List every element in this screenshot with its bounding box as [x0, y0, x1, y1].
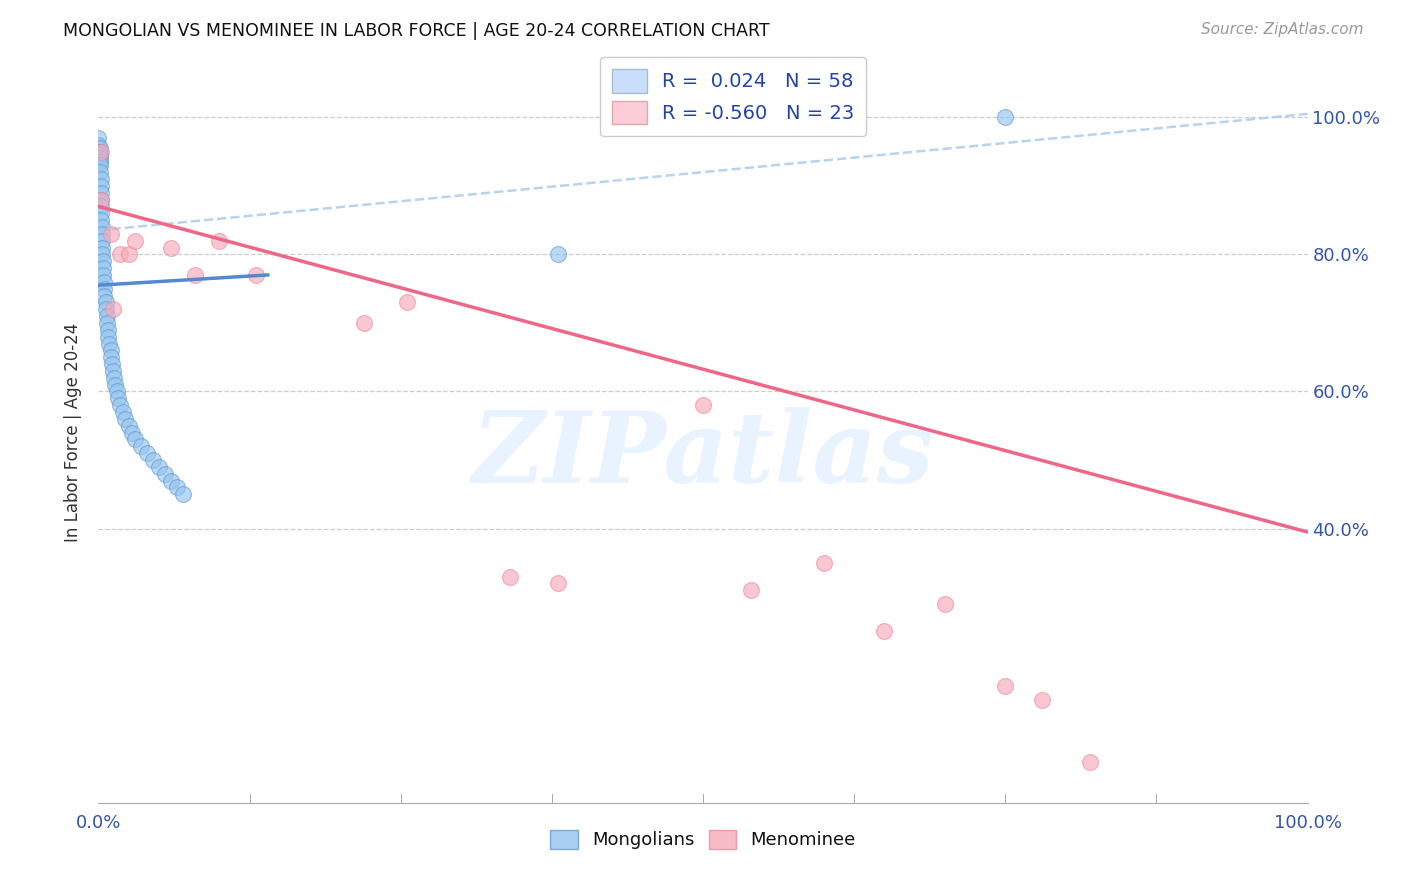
Point	[87, 137, 110, 152]
Point	[498, 569, 520, 583]
Point	[547, 247, 569, 261]
Point	[91, 261, 114, 276]
Point	[98, 336, 121, 351]
Point	[118, 247, 141, 261]
Point	[100, 227, 122, 241]
Point	[90, 193, 112, 207]
Point	[91, 227, 114, 241]
Point	[91, 268, 114, 282]
Point	[94, 302, 117, 317]
Point	[91, 240, 114, 255]
Point	[129, 439, 152, 453]
Point	[142, 453, 165, 467]
Legend: Mongolians, Menominee: Mongolians, Menominee	[543, 823, 863, 856]
Point	[153, 467, 176, 481]
Point	[101, 364, 124, 378]
Point	[94, 295, 117, 310]
Point	[90, 193, 112, 207]
Point	[97, 323, 120, 337]
Point	[160, 240, 183, 255]
Point	[101, 302, 124, 317]
Point	[124, 433, 146, 447]
Point	[740, 583, 762, 598]
Point	[89, 158, 111, 172]
Point	[100, 343, 122, 358]
Point	[160, 474, 183, 488]
Text: Source: ZipAtlas.com: Source: ZipAtlas.com	[1201, 22, 1364, 37]
Point	[118, 418, 141, 433]
Point	[89, 165, 111, 179]
Point	[994, 679, 1017, 693]
Point	[124, 234, 146, 248]
Point	[96, 309, 118, 323]
Point	[1078, 755, 1101, 769]
Point	[208, 234, 231, 248]
Point	[547, 576, 569, 591]
Point	[184, 268, 207, 282]
Point	[90, 186, 112, 200]
Point	[172, 487, 194, 501]
Point	[245, 268, 267, 282]
Text: MONGOLIAN VS MENOMINEE IN LABOR FORCE | AGE 20-24 CORRELATION CHART: MONGOLIAN VS MENOMINEE IN LABOR FORCE | …	[63, 22, 770, 40]
Point	[111, 405, 134, 419]
Point	[96, 316, 118, 330]
Point	[89, 141, 111, 155]
Point	[100, 357, 122, 371]
Point	[813, 556, 835, 570]
Point	[873, 624, 896, 639]
Point	[108, 247, 131, 261]
Point	[90, 178, 112, 193]
Point	[692, 398, 714, 412]
Point	[93, 282, 115, 296]
Point	[934, 597, 956, 611]
Point	[91, 247, 114, 261]
Point	[108, 398, 131, 412]
Y-axis label: In Labor Force | Age 20-24: In Labor Force | Age 20-24	[65, 323, 83, 542]
Point	[1031, 693, 1053, 707]
Point	[100, 350, 122, 364]
Point	[90, 206, 112, 220]
Point	[121, 425, 143, 440]
Text: ZIPatlas: ZIPatlas	[472, 407, 934, 503]
Point	[114, 412, 136, 426]
Point	[87, 131, 110, 145]
Point	[90, 213, 112, 227]
Point	[105, 384, 128, 399]
Point	[89, 145, 111, 159]
Point	[395, 295, 418, 310]
Point	[91, 219, 114, 234]
Point	[353, 316, 375, 330]
Point	[90, 145, 112, 159]
Point	[994, 110, 1017, 124]
Point	[93, 275, 115, 289]
Point	[135, 446, 157, 460]
Point	[91, 254, 114, 268]
Point	[148, 459, 170, 474]
Point	[97, 329, 120, 343]
Point	[93, 288, 115, 302]
Point	[90, 199, 112, 213]
Point	[90, 172, 112, 186]
Point	[89, 148, 111, 162]
Point	[89, 152, 111, 166]
Point	[89, 154, 111, 169]
Point	[166, 480, 188, 494]
Point	[104, 377, 127, 392]
Point	[107, 392, 129, 406]
Point	[103, 371, 125, 385]
Point	[91, 234, 114, 248]
